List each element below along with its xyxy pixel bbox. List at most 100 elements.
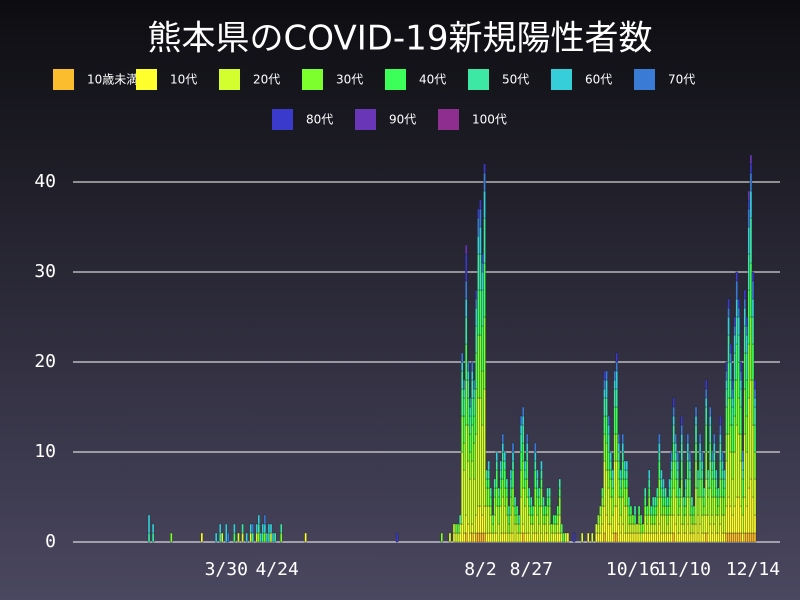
bar-segment <box>219 532 222 543</box>
bar-segment <box>731 397 734 408</box>
bar-segment <box>625 460 629 471</box>
bar-segment <box>637 532 641 543</box>
bar-segment <box>709 460 712 489</box>
bar-segment <box>623 469 627 480</box>
bar-segment <box>743 433 746 498</box>
bar-segment <box>475 298 478 309</box>
bar-segment <box>749 163 753 174</box>
bar-segment <box>717 532 720 543</box>
bar-segment <box>672 487 675 516</box>
bar-segment <box>709 406 712 417</box>
bar-segment <box>725 433 728 462</box>
bar-segment <box>678 487 681 498</box>
bar-segment <box>668 478 671 489</box>
bar-segment <box>658 496 661 525</box>
bar-segment <box>507 523 511 534</box>
bar-segment <box>676 469 679 480</box>
bar-segment <box>627 505 631 516</box>
bar-segment <box>698 451 702 462</box>
bar-segment <box>501 496 505 534</box>
bar-segment <box>633 505 637 516</box>
bar-segment <box>682 514 685 525</box>
bar-segment <box>735 532 738 543</box>
bar-segment <box>739 433 742 462</box>
bar-segment <box>635 532 639 543</box>
bar-segment <box>739 505 742 534</box>
bar-segment <box>619 514 622 534</box>
bar-segment <box>739 361 742 372</box>
bar-segment <box>566 532 570 543</box>
bar-segment <box>463 379 466 390</box>
bar-segment <box>511 451 515 462</box>
bar-segment <box>662 487 665 498</box>
bar-segment <box>733 352 736 381</box>
bar-segment <box>707 514 710 534</box>
bar-segment <box>733 451 736 507</box>
bar-segment <box>735 298 738 318</box>
bar-segment <box>711 514 714 534</box>
bar-segment <box>621 442 624 453</box>
bar-segment <box>670 451 673 462</box>
bar-segment <box>601 496 604 507</box>
bar-segment <box>751 343 755 381</box>
bar-segment <box>261 523 265 534</box>
bar-segment <box>680 442 683 462</box>
bar-segment <box>214 532 218 543</box>
bar-segment <box>688 469 692 480</box>
bar-segment <box>519 451 523 471</box>
bar-segment <box>595 532 598 543</box>
bar-segment <box>617 433 620 444</box>
bar-segment <box>613 505 616 534</box>
bar-segment <box>544 532 547 543</box>
bar-segment <box>271 532 275 543</box>
bar-segment <box>621 451 624 462</box>
bar-segment <box>739 406 742 435</box>
bar-segment <box>613 388 616 408</box>
bar-segment <box>733 415 736 453</box>
bar-segment <box>672 415 675 426</box>
bar-segment <box>509 496 513 516</box>
bar-segment <box>747 199 751 210</box>
bar-segment <box>461 361 464 372</box>
bar-segment <box>263 523 267 534</box>
bar-segment <box>644 496 647 507</box>
bar-segment <box>727 532 730 543</box>
bar-segment <box>526 478 529 498</box>
bar-segment <box>731 406 734 426</box>
bar-segment <box>684 478 688 489</box>
bar-segment <box>467 424 470 462</box>
bar-segment <box>745 325 749 336</box>
bar-segment <box>672 397 675 408</box>
bar-segment <box>658 523 661 543</box>
bar-segment <box>678 514 681 534</box>
bar-segment <box>664 514 667 534</box>
bar-segment <box>479 208 482 228</box>
bar-segment <box>737 433 740 498</box>
bar-segment <box>745 352 749 381</box>
bar-segment <box>747 343 751 399</box>
bar-segment <box>503 451 507 462</box>
bar-segment <box>747 397 751 489</box>
bar-segment <box>501 532 505 543</box>
bar-segment <box>613 370 616 381</box>
bar-segment <box>743 496 746 534</box>
bar-segment <box>658 460 661 480</box>
bar-segment <box>465 514 468 534</box>
bar-segment <box>536 496 539 516</box>
bar-segment <box>536 532 539 543</box>
bar-segment <box>621 496 624 525</box>
bar-segment <box>727 361 730 399</box>
bar-segment <box>694 460 698 489</box>
bar-segment <box>507 514 511 525</box>
bar-segment <box>652 496 655 507</box>
bar-segment <box>676 478 679 498</box>
bar-segment <box>265 532 269 543</box>
bar-segment <box>477 208 480 219</box>
bar-segment <box>705 514 708 534</box>
bar-segment <box>705 478 708 516</box>
bar-segment <box>280 523 283 534</box>
bar-segment <box>469 532 472 543</box>
bar-segment <box>526 496 529 534</box>
bar-segment <box>257 514 260 525</box>
bar-segment <box>719 424 722 435</box>
